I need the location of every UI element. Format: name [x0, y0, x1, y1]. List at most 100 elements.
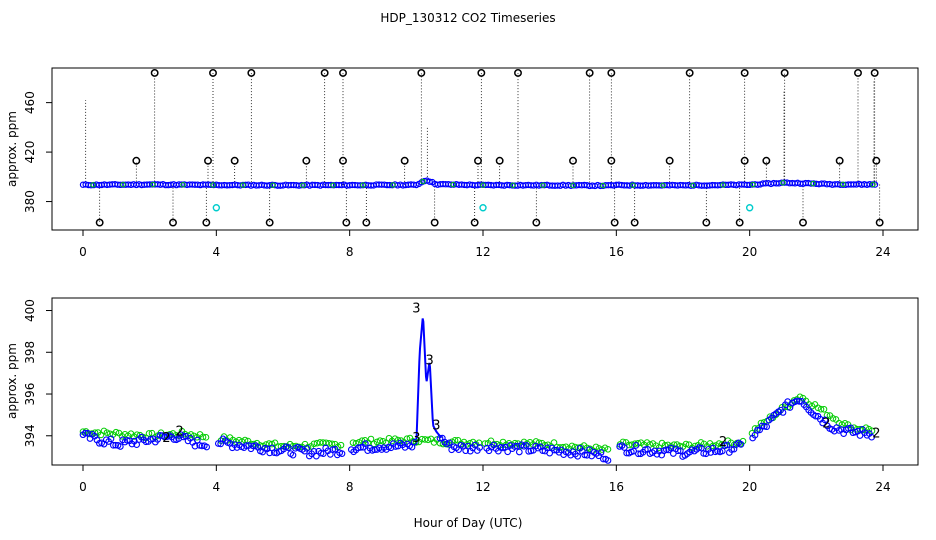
top-secondary-point [600, 182, 606, 189]
bottom-main-point [543, 444, 551, 452]
bottom-main-point [170, 436, 178, 443]
bottom-x-tick-label: 16 [609, 480, 624, 494]
top-outlier-point [569, 156, 577, 165]
bottom-main-point [763, 423, 771, 431]
bottom-secondary-point [199, 433, 207, 441]
bottom-secondary-point [337, 441, 345, 449]
top-baseline-point [871, 181, 879, 188]
bottom-main-point [112, 441, 120, 449]
bottom-main-point [249, 442, 257, 450]
top-outlier-point [362, 218, 371, 227]
top-secondary-point [150, 181, 156, 188]
bottom-main-point [718, 447, 726, 455]
bottom-main-point [515, 448, 523, 456]
bottom-main-point [436, 434, 444, 442]
bottom-main-point [868, 433, 876, 441]
top-secondary-point [870, 181, 876, 188]
top-outlier-point [799, 218, 807, 227]
bottom-main-point [123, 436, 131, 444]
top-secondary-point [420, 178, 426, 185]
top-x-tick-label: 20 [742, 245, 757, 259]
bottom-secondary-point [682, 440, 690, 448]
top-outlier-point [735, 218, 744, 227]
top-outlier-point [204, 156, 212, 165]
bottom-main-point [109, 441, 117, 449]
bottom-count-label: 3 [412, 431, 420, 446]
bottom-secondary-point [112, 428, 120, 436]
top-outlier-point [132, 156, 141, 165]
bottom-main-point [116, 443, 124, 450]
bottom-main-point [604, 457, 612, 464]
top-secondary-point [690, 182, 696, 188]
top-x-tick-label: 12 [475, 245, 490, 259]
top-outlier-point [474, 156, 482, 165]
bottom-main-point [242, 442, 250, 449]
bottom-main-point [476, 444, 484, 451]
top-outlier-point [320, 68, 329, 77]
bottom-main-point [856, 432, 864, 439]
top-outlier-point [872, 156, 881, 165]
bottom-main-point [812, 412, 820, 420]
top-panel: approx. ppm 0 4 8 12 16 20 24 380 420 460 [5, 67, 919, 259]
top-secondary-point [510, 182, 516, 188]
bottom-main-point [214, 440, 222, 447]
bottom-main-point [667, 444, 675, 452]
bottom-secondary-point [820, 405, 828, 413]
bottom-main-point [203, 443, 211, 451]
bottom-main-point [191, 442, 199, 450]
bottom-main-point [107, 435, 115, 443]
bottom-panel: approx. ppm Hour of Day (UTC) 0 4 8 12 16 20 2… [5, 297, 919, 530]
top-x-tick-label: 24 [875, 245, 890, 259]
bottom-main-point [270, 449, 278, 456]
bottom-secondary-point [376, 437, 384, 444]
bottom-main-point [623, 449, 631, 457]
bottom-main-point [357, 443, 365, 451]
bottom-secondary-point [532, 438, 540, 445]
top-outlier-point [339, 68, 347, 77]
bottom-count-label: 2 [176, 425, 184, 440]
bottom-main-point [303, 445, 311, 452]
top-outlier-point [610, 218, 619, 227]
bottom-secondary-point [709, 442, 717, 450]
top-secondary-point [270, 182, 276, 188]
top-secondary-point [90, 182, 96, 188]
top-outlier-point [665, 156, 674, 165]
top-secondary-point [780, 180, 786, 186]
top-x-tick-label: 16 [609, 245, 624, 259]
bottom-secondary-point [604, 445, 612, 453]
top-outlier-point [470, 218, 479, 227]
bottom-main-point [361, 440, 369, 447]
bottom-secondary-point [424, 436, 432, 444]
bottom-secondary-point [451, 437, 459, 444]
bottom-y-tick-label: 400 [23, 299, 37, 322]
bottom-secondary-point [310, 440, 318, 448]
bottom-main-point [410, 438, 418, 446]
bottom-y-tick-label: 396 [23, 383, 37, 406]
bottom-main-point [676, 447, 684, 454]
top-outlier-point [532, 218, 541, 227]
top-y-tick-label: 460 [23, 91, 37, 114]
bottom-secondary-point [841, 420, 849, 427]
bottom-main-point [284, 444, 292, 451]
top-baseline-point [426, 178, 433, 185]
bottom-main-point [504, 448, 512, 456]
bottom-main-point [445, 439, 453, 447]
top-outlier-point [762, 156, 771, 165]
top-outlier-point [342, 218, 351, 227]
bottom-secondary-point [814, 404, 822, 412]
top-outlier-point [685, 68, 694, 77]
top-outlier-point [202, 218, 211, 227]
bottom-secondary-point [103, 429, 111, 436]
top-outlier-point [495, 156, 504, 165]
top-secondary-point [750, 181, 756, 188]
bottom-x-tick-label: 4 [213, 480, 221, 494]
top-secondary-point [840, 181, 846, 187]
bottom-main-point [620, 444, 628, 451]
bottom-y-tick-label: 398 [23, 341, 37, 364]
top-secondary-point [390, 182, 396, 188]
bottom-count-label: 2 [872, 427, 880, 442]
top-outlier-point [740, 156, 749, 165]
bottom-secondary-point [715, 440, 723, 447]
top-outlier-point [400, 156, 409, 165]
top-secondary-point [450, 181, 456, 188]
